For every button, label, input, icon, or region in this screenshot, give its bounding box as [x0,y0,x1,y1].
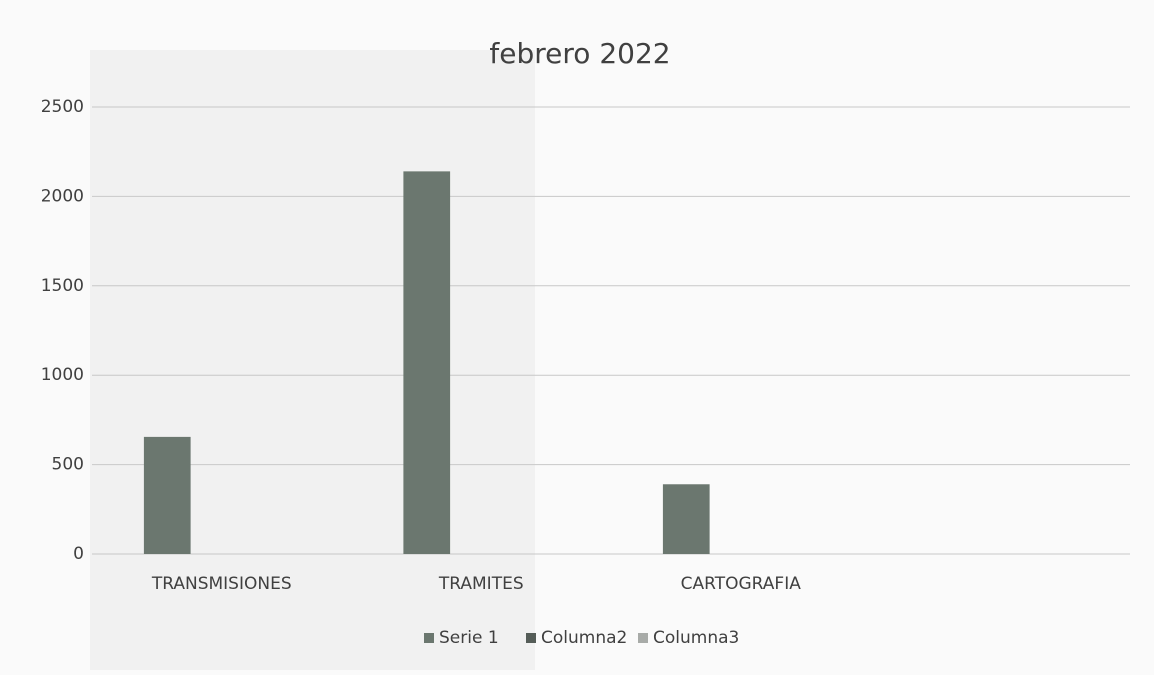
legend-swatch [526,633,536,643]
watermark [90,50,535,670]
legend-swatch [424,633,434,643]
y-tick-label: 2000 [41,186,84,206]
y-tick-label: 500 [52,455,84,475]
y-tick-label: 1500 [41,276,84,296]
chart-title: febrero 2022 [489,37,670,70]
y-tick-label: 1000 [41,365,84,385]
y-tick-label: 2500 [41,97,84,117]
bar [403,171,451,555]
legend-label: Columna3 [653,628,739,648]
x-tick-label: TRAMITES [438,574,524,594]
bar [662,484,710,554]
x-tick-label: CARTOGRAFIA [681,574,802,594]
legend-swatch [638,633,648,643]
legend-label: Serie 1 [439,628,499,648]
y-tick-label: 0 [73,544,84,564]
x-tick-label: TRANSMISIONES [151,574,292,594]
legend-label: Columna2 [541,628,627,648]
bar [143,436,191,554]
